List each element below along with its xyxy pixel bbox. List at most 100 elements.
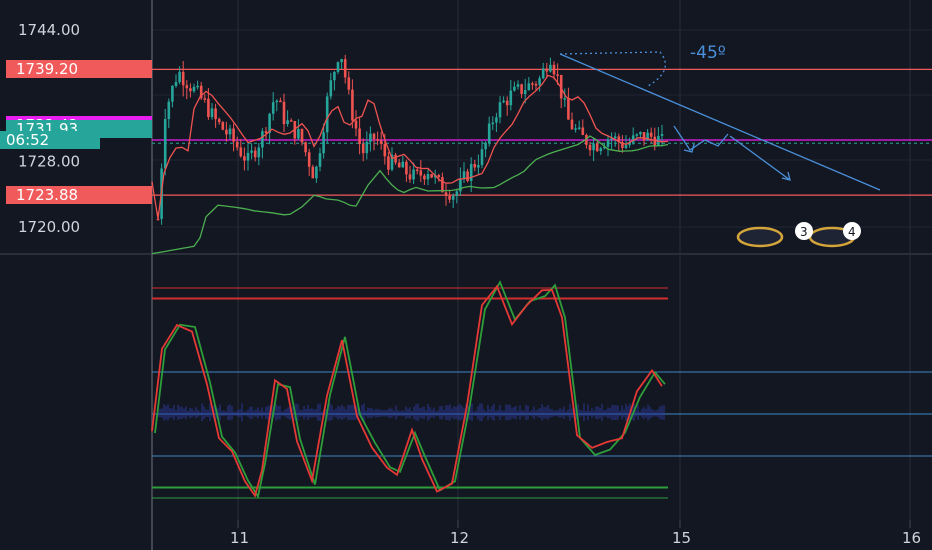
y-tick-label: 1720.00 [18,218,80,236]
candle-body [531,83,534,85]
candle-body [199,85,203,99]
candle-body [189,88,192,92]
candle-body [156,218,160,221]
candle-body [628,142,631,146]
moving-average-green [151,135,669,255]
candle-body [660,134,664,136]
candle-body [412,169,415,180]
candle-body [559,74,563,99]
candle-body [603,146,606,149]
badge-count-right: 4 [848,225,856,239]
candle-body [369,133,372,142]
candle-body [279,100,282,103]
candle-body [239,147,243,157]
candle-body [340,59,343,63]
x-tick-label: 11 [230,529,249,547]
candle-body [430,174,433,178]
stochastic-d-line [154,280,666,499]
candle-body [379,140,383,144]
x-axis-ticks: 11 12 15 16 [230,520,921,547]
candle-body [477,165,480,168]
candle-body [203,98,207,100]
candle-body [261,131,264,148]
candlestick-series [156,54,664,225]
flag-icon[interactable] [736,226,784,248]
candle-body [167,101,171,120]
candle-body [322,132,325,154]
candle-body [246,152,250,161]
candle-body [253,150,257,158]
candle-body [401,161,405,168]
candle-body [354,120,358,129]
candle-body [228,128,232,135]
candle-body [455,191,459,196]
moving-average-red [151,74,669,219]
angle-annotation: -45º [690,43,726,63]
candle-body [315,166,318,179]
arrow-head [683,143,695,153]
candle-body [318,153,322,167]
candle-body [556,74,559,76]
candle-body [574,128,577,130]
candle-body [635,134,639,136]
candle-body [437,175,441,178]
y-axis-ticks: 1744.00 1728.00 1720.00 [18,21,80,236]
candle-body [520,84,523,94]
candle-body [649,132,653,137]
candle-body [405,161,408,175]
candle-body [444,192,448,196]
candle-body [617,136,621,143]
candle-body [297,128,300,139]
candle-body [282,101,286,125]
projection-path [673,125,729,151]
trend-drawings[interactable] [559,51,881,191]
candle-body [397,162,401,168]
candle-body [592,143,595,151]
candle-body [250,150,253,153]
candle-body [181,71,185,86]
candle-body [466,171,469,181]
candle-body [336,62,340,72]
candle-body [505,100,509,106]
candle-body [289,120,293,122]
candle-body [232,128,235,142]
grid-lines [152,0,932,520]
candle-body [549,64,552,72]
candle-body [541,68,545,79]
candle-body [390,154,394,170]
candle-body [534,84,538,86]
candle-body [423,175,426,180]
candle-body [577,127,581,130]
candle-body [538,78,541,85]
trend-line [559,53,881,191]
candle-body [174,82,178,86]
angle-arc [559,51,666,87]
projection-arrow [729,135,791,181]
stochastic-k-line [151,284,663,498]
candle-body [419,170,423,176]
candle-body [225,129,228,135]
candle-body [264,131,268,133]
candle-body [304,142,307,153]
candle-body [613,136,617,139]
arrow-head [781,171,791,181]
candle-body [207,98,210,118]
x-tick-label: 16 [902,529,921,547]
candle-body [491,122,495,125]
badge-count-right-bg [843,222,861,240]
candle-body [441,177,444,193]
price-levels [152,68,932,196]
candle-body [394,154,397,163]
candle-body [196,85,199,88]
candle-body [408,174,412,180]
candle-body [221,122,225,130]
candle-body [415,169,419,172]
candle-body [570,119,574,130]
candle-body [376,139,379,141]
candle-body [275,100,279,103]
event-badges[interactable]: 3 4 [736,222,861,248]
candle-body [646,132,649,141]
candle-body [599,148,603,152]
candle-body [595,143,599,152]
price-tag: 1739.20 [6,60,152,79]
